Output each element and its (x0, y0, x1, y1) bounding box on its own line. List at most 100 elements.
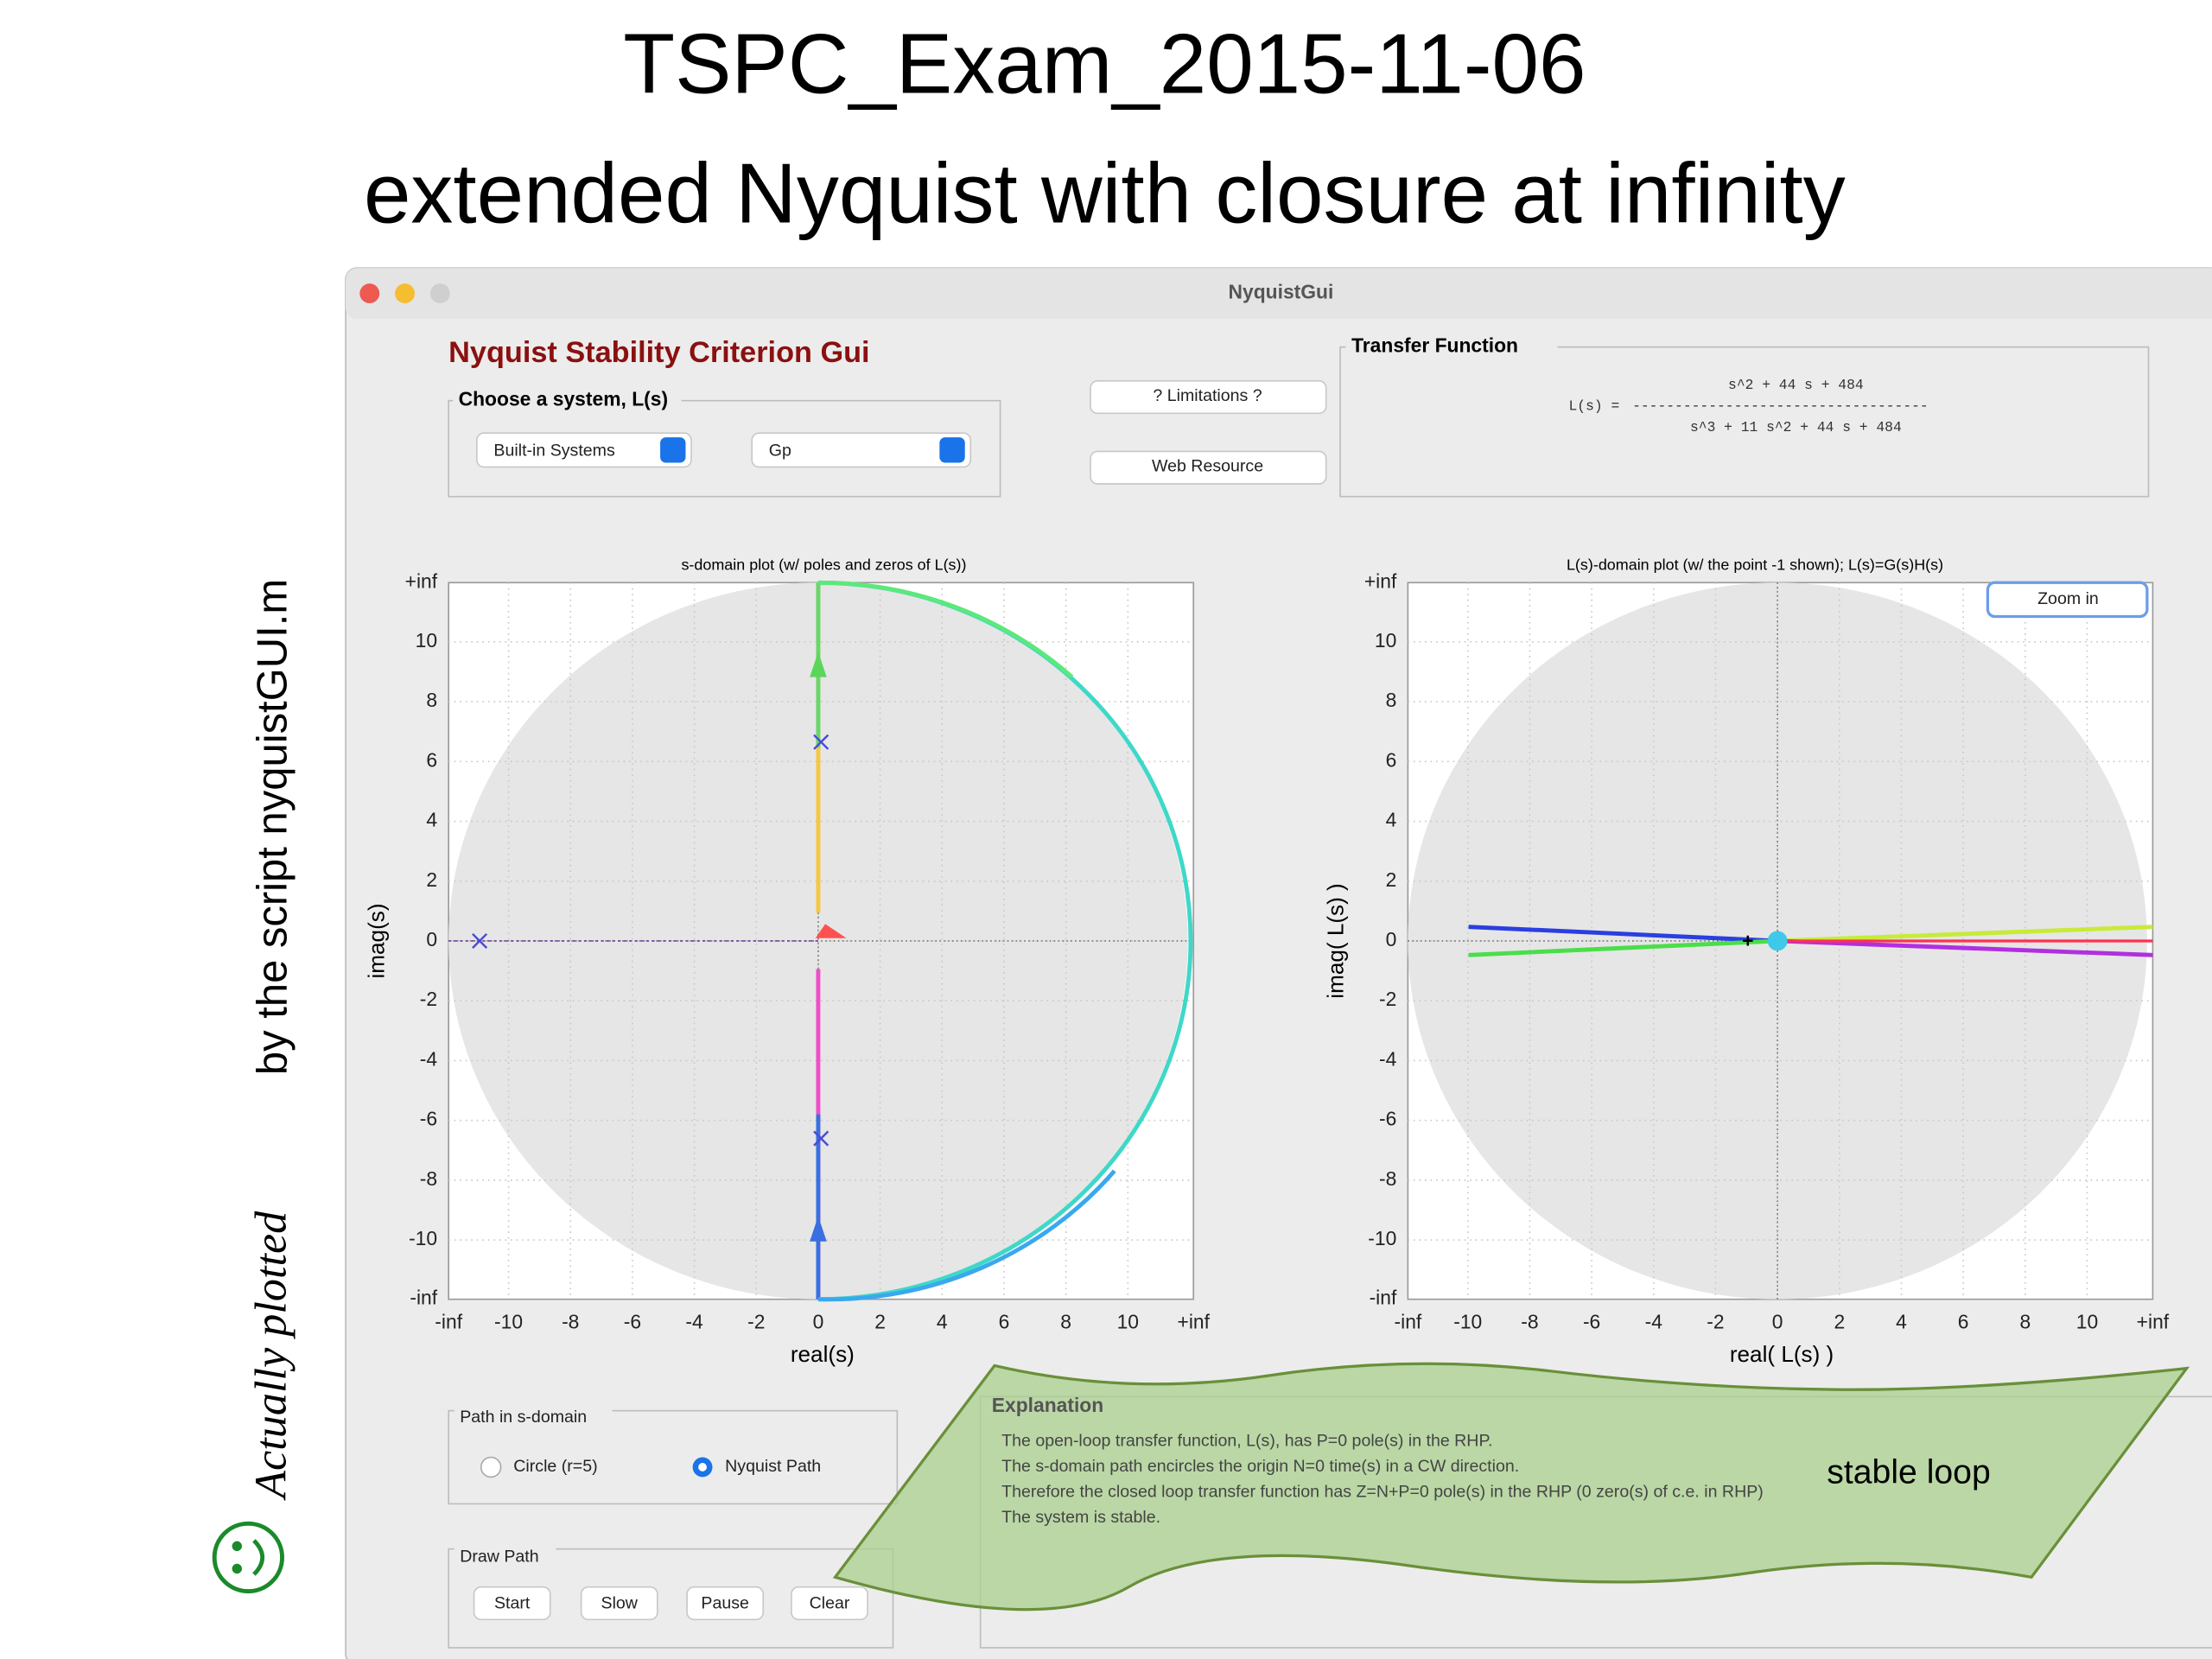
x-tick-label: -2 (747, 1310, 765, 1332)
plot-title: s-domain plot (w/ poles and zeros of L(s… (681, 556, 966, 573)
tf-numerator: s^2 + 44 s + 484 (1728, 377, 1864, 393)
panel-label: Transfer Function (1351, 334, 1518, 357)
panel-label: Explanation (992, 1394, 1103, 1416)
popup-menu[interactable] (476, 432, 692, 468)
y-tick-label: 10 (416, 629, 437, 652)
system-panel (448, 399, 1001, 498)
draw-button[interactable] (686, 1586, 765, 1621)
x-tick-label: -10 (494, 1310, 523, 1332)
path-segment (1777, 938, 2153, 957)
radio-circle[interactable] (480, 1456, 502, 1478)
y-tick-label: -2 (1379, 988, 1396, 1010)
x-tick-label: -8 (562, 1310, 579, 1332)
panel-label: Draw Path (460, 1548, 538, 1567)
origin-blob (1767, 931, 1788, 951)
annotation: stable loop (1827, 1453, 1990, 1491)
slide-title: extended Nyquist with closure at infinit… (364, 146, 1846, 241)
y-tick-label: -4 (420, 1047, 438, 1070)
zoom-button[interactable] (429, 283, 450, 304)
x-tick-label: 4 (937, 1310, 948, 1332)
explanation-line: The open-loop transfer function, L(s), h… (1001, 1432, 1492, 1451)
y-tick-label: 4 (1386, 809, 1397, 831)
plot-title: L(s)-domain plot (w/ the point -1 shown)… (1567, 556, 1943, 573)
menu-label: Gp (769, 442, 791, 461)
slide-title: TSPC_Exam_2015-11-06 (623, 16, 1586, 111)
y-tick-label: -inf (410, 1287, 437, 1309)
x-tick-label: -10 (1453, 1310, 1482, 1332)
x-tick-label: 2 (874, 1310, 886, 1332)
y-tick-label: -6 (1379, 1108, 1396, 1130)
path-arc (817, 1169, 1116, 1302)
green-banner (832, 1362, 2190, 1611)
path-segment (1777, 925, 2153, 944)
tf-denominator: s^3 + 11 s^2 + 44 s + 484 (1690, 419, 1902, 435)
y-tick-label: 0 (426, 928, 437, 950)
x-tick-label: 6 (1958, 1310, 1969, 1332)
y-tick-label: 4 (426, 809, 437, 831)
gui-heading: Nyquist Stability Criterion Gui (448, 336, 869, 369)
limitations-button[interactable] (1090, 380, 1327, 415)
x-tick-label: 0 (813, 1310, 824, 1332)
draw-button[interactable] (473, 1586, 551, 1621)
y-axis-label: imag(s) (363, 903, 389, 978)
x-tick-label: -8 (1521, 1310, 1538, 1332)
x-axis-label: real(s) (791, 1341, 855, 1367)
y-tick-label: 6 (426, 748, 437, 771)
tf-lhs: L(s) = (1569, 398, 1620, 415)
x-tick-label: 10 (2076, 1310, 2098, 1332)
x-tick-label: +inf (2137, 1310, 2170, 1332)
x-tick-label: -inf (435, 1310, 462, 1332)
y-tick-label: 10 (1375, 629, 1396, 652)
y-tick-label: 8 (1386, 689, 1397, 711)
pole-marker (813, 734, 830, 750)
x-tick-label: +inf (1177, 1310, 1210, 1332)
zoom-button[interactable] (1986, 581, 2149, 619)
y-tick-label: -8 (420, 1167, 437, 1190)
minus-one-marker: + (1742, 930, 1753, 952)
y-tick-label: 8 (426, 689, 437, 711)
x-tick-label: -6 (624, 1310, 641, 1332)
y-tick-label: 2 (1386, 868, 1397, 891)
y-tick-label: -10 (409, 1227, 437, 1249)
y-axis-label: imag( L(s) ) (1323, 883, 1349, 998)
minimize-button[interactable] (395, 283, 415, 304)
draw-button[interactable] (791, 1586, 868, 1621)
y-tick-label: 0 (1386, 928, 1397, 950)
menu-arrow (939, 437, 965, 463)
pole-marker (472, 932, 488, 950)
y-tick-label: -2 (420, 988, 437, 1010)
radio-label: Circle (r=5) (513, 1457, 597, 1476)
panel-label: Choose a system, L(s) (459, 388, 668, 410)
x-tick-label: 8 (2019, 1310, 2031, 1332)
y-tick-label: -4 (1379, 1047, 1397, 1070)
arrow (810, 1216, 827, 1242)
draw-button[interactable] (580, 1586, 658, 1621)
y-tick-label: 2 (426, 868, 437, 891)
explanation-line: The s-domain path encircles the origin N… (1001, 1457, 1519, 1476)
close-button[interactable] (359, 283, 380, 304)
pole-marker (813, 1130, 830, 1147)
y-tick-label: -10 (1368, 1227, 1396, 1249)
draw-panel (448, 1548, 894, 1649)
y-tick-label: -8 (1379, 1167, 1396, 1190)
side-note-text: by the script nyquistGUI.m (249, 579, 296, 1075)
button-label: Slow (601, 1593, 639, 1612)
menu-arrow (660, 437, 686, 463)
popup-menu[interactable] (751, 432, 972, 468)
side-note: Actually plotted by the script nyquistGU… (245, 579, 296, 1501)
button-label: Clear (810, 1593, 850, 1612)
path-panel (448, 1409, 899, 1505)
y-tick-label: -inf (1370, 1287, 1397, 1309)
web-resource-button[interactable] (1090, 450, 1327, 485)
path-segment (1468, 938, 1778, 957)
button-label: Pause (701, 1593, 749, 1612)
smiley (212, 1521, 284, 1594)
side-note-italic: Actually plotted (245, 1211, 296, 1501)
explanation-line: The system is stable. (1001, 1508, 1160, 1527)
x-tick-label: -2 (1707, 1310, 1724, 1332)
transfer-function-panel (1339, 346, 2150, 498)
window-title: NyquistGui (1229, 281, 1334, 303)
x-tick-label: -4 (1645, 1310, 1663, 1332)
